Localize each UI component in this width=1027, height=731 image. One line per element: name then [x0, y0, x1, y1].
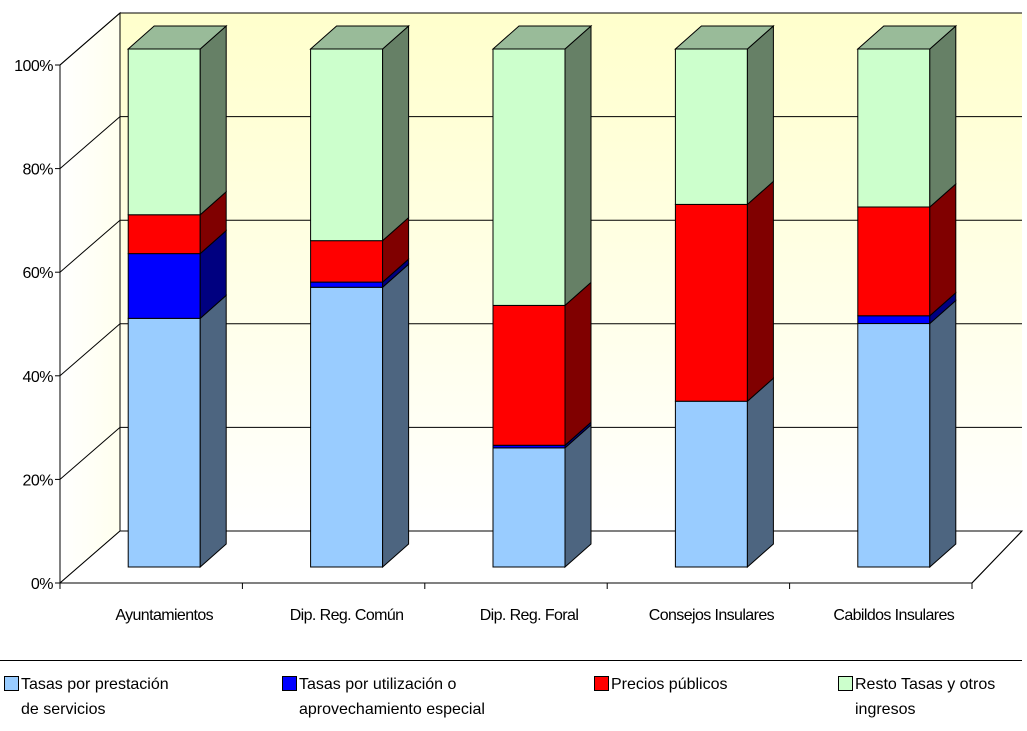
- legend-label: Tasas por utilización o aprovechamiento …: [299, 676, 485, 718]
- bar-top: [856, 25, 958, 50]
- bar-side: [929, 24, 957, 209]
- bar-side: [564, 281, 592, 447]
- bar-front: [127, 253, 201, 319]
- bars: [126, 24, 958, 569]
- gridline-side: [59, 427, 121, 480]
- bar-front: [674, 400, 748, 568]
- bar-segment: [127, 294, 227, 569]
- chart: 0% 20% 40% 60% 80% 100% Ayuntamientos Dip. Reg…: [14, 11, 1024, 624]
- bar-side: [929, 299, 957, 569]
- category-labels: Ayuntamientos Dip. Reg. Común Dip. Reg. Fo…: [115, 607, 955, 624]
- legend-item-resto-tasas: Resto Tasas y otros ingresos: [838, 672, 995, 722]
- bar-front: [127, 48, 201, 216]
- bar-front: [674, 48, 748, 205]
- y-tick-label: 80%: [22, 162, 53, 179]
- bar-side: [564, 24, 592, 307]
- legend-divider: [0, 660, 1022, 661]
- y-tick-labels: 0% 20% 40% 60% 80% 100%: [14, 58, 54, 593]
- bar-segment: [674, 377, 774, 569]
- legend-label: Resto Tasas y otros ingresos: [855, 676, 996, 718]
- bar-segment: [492, 281, 592, 447]
- bar-side: [746, 24, 774, 206]
- bar-top: [491, 25, 593, 50]
- y-tick-label: 60%: [22, 265, 53, 282]
- category-label: Dip. Reg. Foral: [480, 607, 579, 624]
- bar-side: [199, 24, 227, 216]
- bar-front: [674, 203, 748, 402]
- bar-side: [382, 24, 410, 242]
- bar-front: [492, 304, 566, 446]
- bar-segment: [857, 299, 957, 569]
- category-label: Consejos Insulares: [649, 607, 775, 624]
- bar-segment: [310, 24, 410, 242]
- side-wall: [59, 11, 121, 585]
- y-tick-label: 40%: [22, 369, 53, 386]
- category-label: Ayuntamientos: [115, 607, 213, 624]
- category-label: Cabildos Insulares: [833, 607, 954, 624]
- legend-item-tasas-utilizacion: Tasas por utilización o aprovechamiento …: [282, 672, 485, 722]
- bar-front: [310, 240, 384, 283]
- bar-front: [492, 447, 566, 568]
- bar-segment: [492, 24, 592, 307]
- bar-top: [674, 25, 775, 50]
- legend-label: Precios públicos: [611, 676, 728, 693]
- legend-swatch: [282, 676, 297, 691]
- bar-segment: [674, 180, 774, 403]
- bar-segment: [674, 24, 774, 206]
- bar-front: [857, 206, 931, 317]
- bar-top: [309, 25, 410, 50]
- y-tick-label: 0%: [31, 576, 53, 593]
- category-label: Dip. Reg. Común: [290, 607, 404, 624]
- bar-front: [310, 48, 384, 242]
- bar-front: [310, 281, 384, 288]
- bar-side: [746, 180, 774, 403]
- bar-front: [857, 315, 931, 325]
- legend-swatch: [4, 676, 19, 691]
- bar-front: [857, 323, 931, 568]
- y-tick-label: 20%: [22, 472, 53, 489]
- legend-swatch: [594, 676, 609, 691]
- legend-item-precios-publicos: Precios públicos: [594, 672, 728, 697]
- bar-segment: [310, 216, 410, 284]
- gridline-side: [59, 116, 121, 169]
- bar-side: [382, 263, 410, 569]
- gridline-side: [59, 219, 121, 273]
- bar-segment: [857, 182, 957, 317]
- bar-front: [127, 214, 201, 255]
- bar-segment: [857, 24, 957, 209]
- bar-front: [127, 317, 201, 568]
- bar-side: [564, 423, 592, 569]
- legend-swatch: [838, 676, 853, 691]
- bar-top: [126, 25, 228, 50]
- legend-item-tasas-prestacion: Tasas por prestación de servicios: [4, 672, 169, 722]
- bar-front: [857, 48, 931, 208]
- bar-front: [492, 48, 566, 306]
- y-tick-label: 100%: [14, 58, 53, 75]
- axes: [55, 13, 1023, 589]
- gridline-side: [59, 12, 121, 66]
- bar-segment: [127, 24, 227, 216]
- bar-side: [746, 377, 774, 569]
- bar-segment: [310, 263, 410, 569]
- bar-segment: [127, 190, 227, 255]
- bar-segment: [127, 229, 227, 320]
- legend: Tasas por prestación de servicios Tasas …: [0, 660, 1027, 731]
- gridline-side: [59, 323, 121, 377]
- bar-front: [310, 286, 384, 568]
- legend-label: Tasas por prestación de servicios: [21, 676, 169, 718]
- bar-side: [199, 294, 227, 569]
- floor-edge: [971, 530, 1023, 584]
